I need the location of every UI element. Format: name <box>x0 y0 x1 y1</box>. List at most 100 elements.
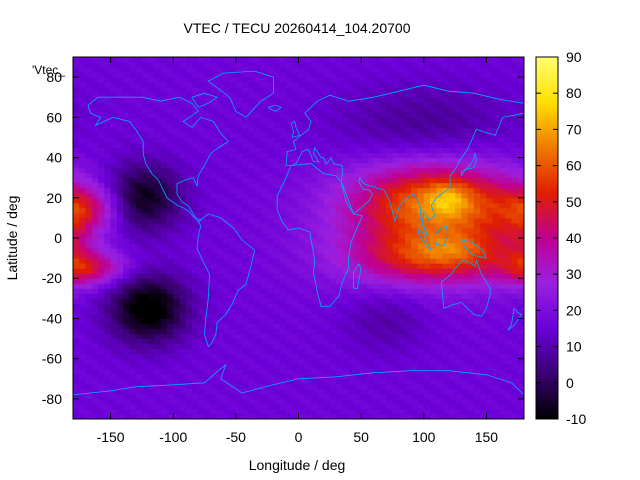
heatmap-cell <box>467 182 475 189</box>
heatmap-cell <box>123 243 130 249</box>
heatmap-cell <box>192 408 199 415</box>
heatmap-cell <box>480 358 487 365</box>
heatmap-cell <box>455 112 462 118</box>
heatmap-cell <box>85 67 93 73</box>
heatmap-cell <box>91 328 99 335</box>
heatmap-cell <box>379 393 387 400</box>
heatmap-cell <box>492 363 500 370</box>
heatmap-cell <box>417 268 425 274</box>
heatmap-cell <box>160 328 168 335</box>
heatmap-cell <box>436 92 444 98</box>
heatmap-cell <box>185 137 193 143</box>
heatmap-cell <box>398 403 406 410</box>
heatmap-cell <box>79 398 87 405</box>
heatmap-cell <box>379 373 387 380</box>
heatmap-cell <box>110 167 118 174</box>
heatmap-cell <box>148 383 155 390</box>
heatmap-cell <box>492 293 500 299</box>
heatmap-cell <box>436 72 444 78</box>
heatmap-cell <box>129 243 137 249</box>
heatmap-cell <box>304 122 312 128</box>
heatmap-cell <box>104 293 112 299</box>
heatmap-cell <box>104 217 112 224</box>
heatmap-cell <box>185 313 193 319</box>
heatmap-cell <box>135 152 143 159</box>
heatmap-cell <box>235 202 243 209</box>
heatmap-cell <box>411 167 419 174</box>
heatmap-cell <box>260 87 268 93</box>
heatmap-cell <box>273 298 281 304</box>
heatmap-cell <box>79 167 87 174</box>
heatmap-cell <box>498 383 506 390</box>
heatmap-cell <box>417 177 425 184</box>
heatmap-cell <box>210 293 218 299</box>
heatmap-cell <box>242 197 249 204</box>
heatmap-cell <box>204 293 212 299</box>
heatmap-cell <box>273 313 281 319</box>
heatmap-cell <box>192 97 199 103</box>
heatmap-cell <box>473 383 481 390</box>
heatmap-cell <box>354 217 362 224</box>
heatmap-cell <box>123 388 130 395</box>
heatmap-cell <box>329 303 337 309</box>
heatmap-cell <box>392 408 400 415</box>
heatmap-cell <box>480 303 487 309</box>
heatmap-cell <box>110 107 118 113</box>
heatmap-cell <box>404 232 412 239</box>
heatmap-cell <box>430 363 437 370</box>
heatmap-cell <box>386 313 393 319</box>
heatmap-cell <box>361 62 368 68</box>
heatmap-cell <box>223 72 231 78</box>
heatmap-cell <box>304 328 312 335</box>
heatmap-cell <box>461 313 469 319</box>
heatmap-cell <box>73 82 80 88</box>
heatmap-cell <box>254 353 262 360</box>
heatmap-cell <box>135 202 143 209</box>
heatmap-cell <box>116 348 124 355</box>
heatmap-cell <box>486 313 494 319</box>
heatmap-cell <box>123 197 130 204</box>
heatmap-cell <box>73 72 80 78</box>
heatmap-cell <box>386 398 393 405</box>
heatmap-cell <box>367 388 375 395</box>
heatmap-cell <box>329 283 337 289</box>
heatmap-cell <box>392 243 400 249</box>
heatmap-cell <box>104 177 112 184</box>
heatmap-cell <box>448 212 456 219</box>
heatmap-cell <box>492 273 500 279</box>
heatmap-cell <box>154 197 162 204</box>
heatmap-cell <box>248 273 256 279</box>
heatmap-cell <box>179 358 187 365</box>
heatmap-cell <box>285 383 293 390</box>
heatmap-cell <box>179 157 187 164</box>
heatmap-cell <box>273 67 281 73</box>
heatmap-cell <box>110 413 118 420</box>
heatmap-cell <box>267 227 274 234</box>
heatmap-cell <box>492 378 500 385</box>
heatmap-cell <box>423 353 431 360</box>
heatmap-cell <box>154 62 162 68</box>
heatmap-cell <box>185 232 193 239</box>
heatmap-cell <box>229 398 237 405</box>
heatmap-cell <box>198 212 206 219</box>
heatmap-cell <box>279 147 287 154</box>
heatmap-cell <box>354 313 362 319</box>
heatmap-cell <box>411 62 419 68</box>
heatmap-cell <box>217 147 224 154</box>
heatmap-cell <box>480 323 487 329</box>
heatmap-cell <box>436 162 444 169</box>
heatmap-cell <box>260 137 268 143</box>
heatmap-cell <box>417 263 425 269</box>
heatmap-cell <box>173 122 180 128</box>
heatmap-cell <box>160 313 168 319</box>
heatmap-cell <box>342 117 350 123</box>
heatmap-cell <box>260 187 268 194</box>
heatmap-cell <box>242 192 249 199</box>
heatmap-cell <box>461 227 469 234</box>
heatmap-cell <box>473 152 481 159</box>
heatmap-cell <box>448 308 456 314</box>
heatmap-cell <box>492 117 500 123</box>
heatmap-cell <box>235 323 243 329</box>
heatmap-cell <box>198 157 206 164</box>
heatmap-cell <box>91 238 99 244</box>
